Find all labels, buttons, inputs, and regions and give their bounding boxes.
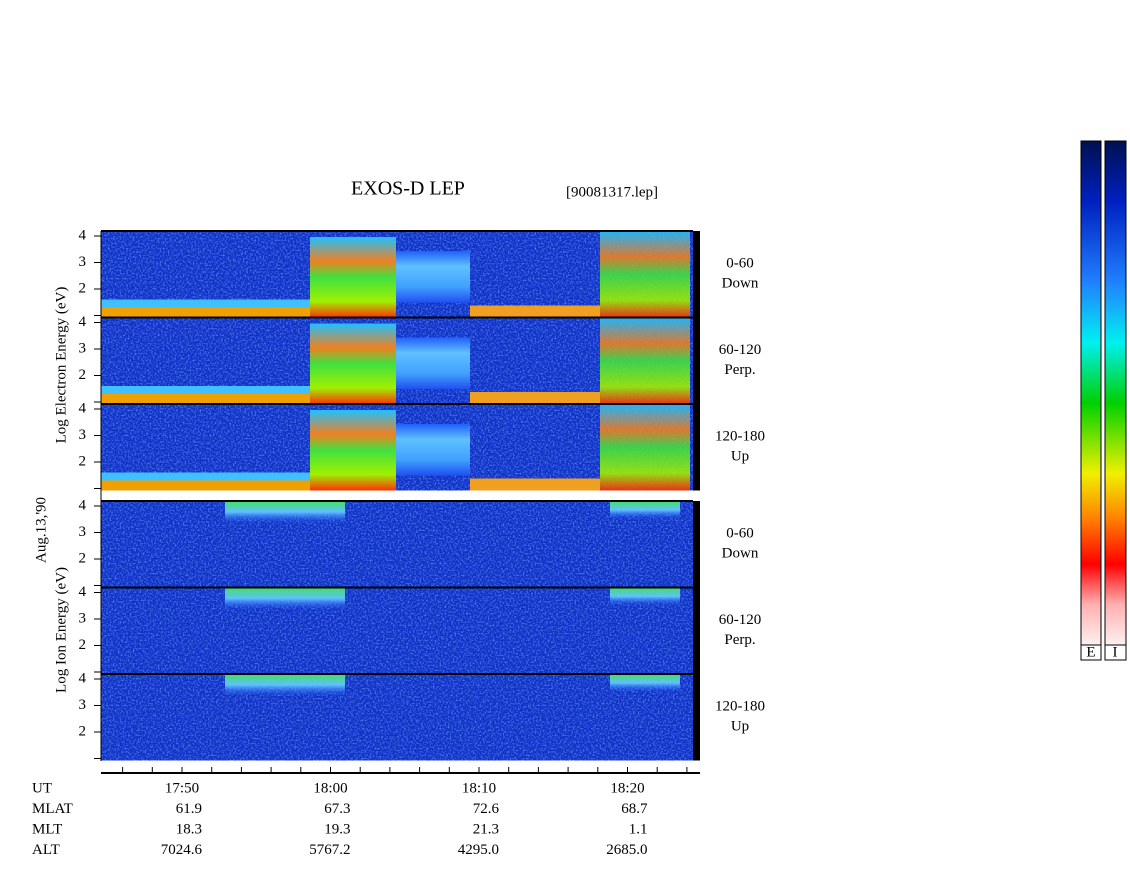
spectrogram-panel: 4 3 2 120-180 Up (79, 400, 765, 491)
panel-noise (101, 674, 693, 761)
feature (101, 394, 311, 404)
colorbar-label: I (1113, 644, 1118, 660)
spectrogram-panel: 4 3 2 0-60 Down (79, 227, 759, 318)
y-tick-label: 4 (79, 400, 87, 416)
row-label: MLAT (32, 801, 73, 817)
electron-axis-label: Log Electron Energy (eV) (53, 287, 69, 444)
row-value: 7024.6 (161, 842, 203, 858)
panel-direction: Up (731, 719, 749, 735)
feature (225, 587, 345, 610)
spectrogram-panel: 4 3 2 120-180 Up (79, 670, 765, 761)
feature (470, 392, 600, 404)
colorbar (1080, 140, 1102, 646)
panel-direction: Up (731, 449, 749, 465)
title: EXOS-D LEP (351, 178, 465, 200)
y-tick-label: 3 (79, 427, 87, 443)
feature (610, 674, 680, 692)
y-tick-label: 3 (79, 524, 87, 540)
y-tick-label: 3 (79, 254, 87, 270)
time-tick-label: 18:00 (313, 780, 347, 796)
panel-noise (101, 587, 693, 674)
panel-direction: Down (722, 276, 759, 292)
time-tick-label: 17:50 (165, 780, 199, 796)
y-tick-label: 2 (79, 723, 87, 739)
panel-edge (693, 231, 700, 318)
panel-edge (693, 674, 700, 761)
row-label: UT (32, 780, 52, 796)
feature (600, 231, 690, 318)
colorbar (1104, 140, 1127, 646)
feature (101, 307, 311, 318)
row-value: 2685.0 (606, 842, 647, 858)
feature (396, 424, 470, 476)
y-tick-label: 3 (79, 610, 87, 626)
y-tick-label: 4 (79, 670, 87, 686)
panel-edge (693, 501, 700, 588)
colorbar-label-box (1080, 644, 1102, 661)
colorbar-label-box (1104, 644, 1127, 661)
y-tick-label: 4 (79, 584, 87, 600)
spectrogram-panel: 4 3 2 0-60 Down (79, 497, 759, 588)
panel-angle: 0-60 (726, 526, 754, 542)
y-tick-label: 2 (79, 550, 87, 566)
panel-angle: 60-120 (719, 612, 762, 628)
spectrogram-panel: 4 3 2 60-120 Perp. (79, 584, 762, 674)
row-value: 68.7 (621, 801, 648, 817)
row-value: 72.6 (473, 801, 500, 817)
row-value: 5767.2 (309, 842, 350, 858)
date-label: Aug.13,'90 (33, 497, 49, 563)
panel-edge (693, 587, 700, 674)
row-value: 61.9 (176, 801, 202, 817)
panel-angle: 60-120 (719, 342, 762, 358)
panel-edge (693, 317, 700, 404)
feature (310, 237, 396, 318)
row-value: 19.3 (324, 821, 350, 837)
row-value: 21.3 (473, 821, 499, 837)
colorbar-label: E (1086, 644, 1095, 660)
feature (101, 480, 311, 491)
row-value: 18.3 (176, 821, 202, 837)
panel-direction: Down (722, 546, 759, 562)
feature (610, 587, 680, 606)
feature (470, 478, 600, 491)
y-tick-label: 4 (79, 497, 87, 513)
y-tick-label: 3 (79, 340, 87, 356)
feature (396, 251, 470, 303)
row-label: MLT (32, 821, 62, 837)
panel-angle: 120-180 (715, 429, 765, 445)
file-name: [90081317.lep] (566, 184, 658, 200)
feature (600, 317, 690, 404)
feature (470, 305, 600, 318)
feature (225, 501, 345, 523)
row-value: 1.1 (629, 821, 648, 837)
y-tick-label: 2 (79, 453, 87, 469)
feature (610, 501, 680, 519)
row-value: 4295.0 (458, 842, 499, 858)
panel-noise (101, 501, 693, 588)
time-tick-label: 18:10 (462, 780, 496, 796)
feature (310, 323, 396, 404)
y-tick-label: 4 (79, 227, 87, 243)
feature (396, 337, 470, 389)
y-tick-label: 2 (79, 637, 87, 653)
panel-direction: Perp. (724, 362, 755, 378)
spectrogram-panel: 4 3 2 60-120 Perp. (79, 314, 762, 404)
y-tick-label: 3 (79, 697, 87, 713)
panel-angle: 120-180 (715, 699, 765, 715)
feature (600, 404, 690, 491)
panel-direction: Perp. (724, 632, 755, 648)
time-tick-label: 18:20 (610, 780, 644, 796)
row-label: ALT (32, 842, 60, 858)
panel-angle: 0-60 (726, 256, 754, 272)
row-value: 67.3 (324, 801, 350, 817)
y-tick-label: 4 (79, 314, 87, 330)
y-tick-label: 2 (79, 367, 87, 383)
ion-axis-label: Log Ion Energy (eV) (53, 567, 69, 693)
feature (310, 410, 396, 491)
panel-edge (693, 404, 700, 491)
feature (225, 674, 345, 696)
y-tick-label: 2 (79, 280, 87, 296)
